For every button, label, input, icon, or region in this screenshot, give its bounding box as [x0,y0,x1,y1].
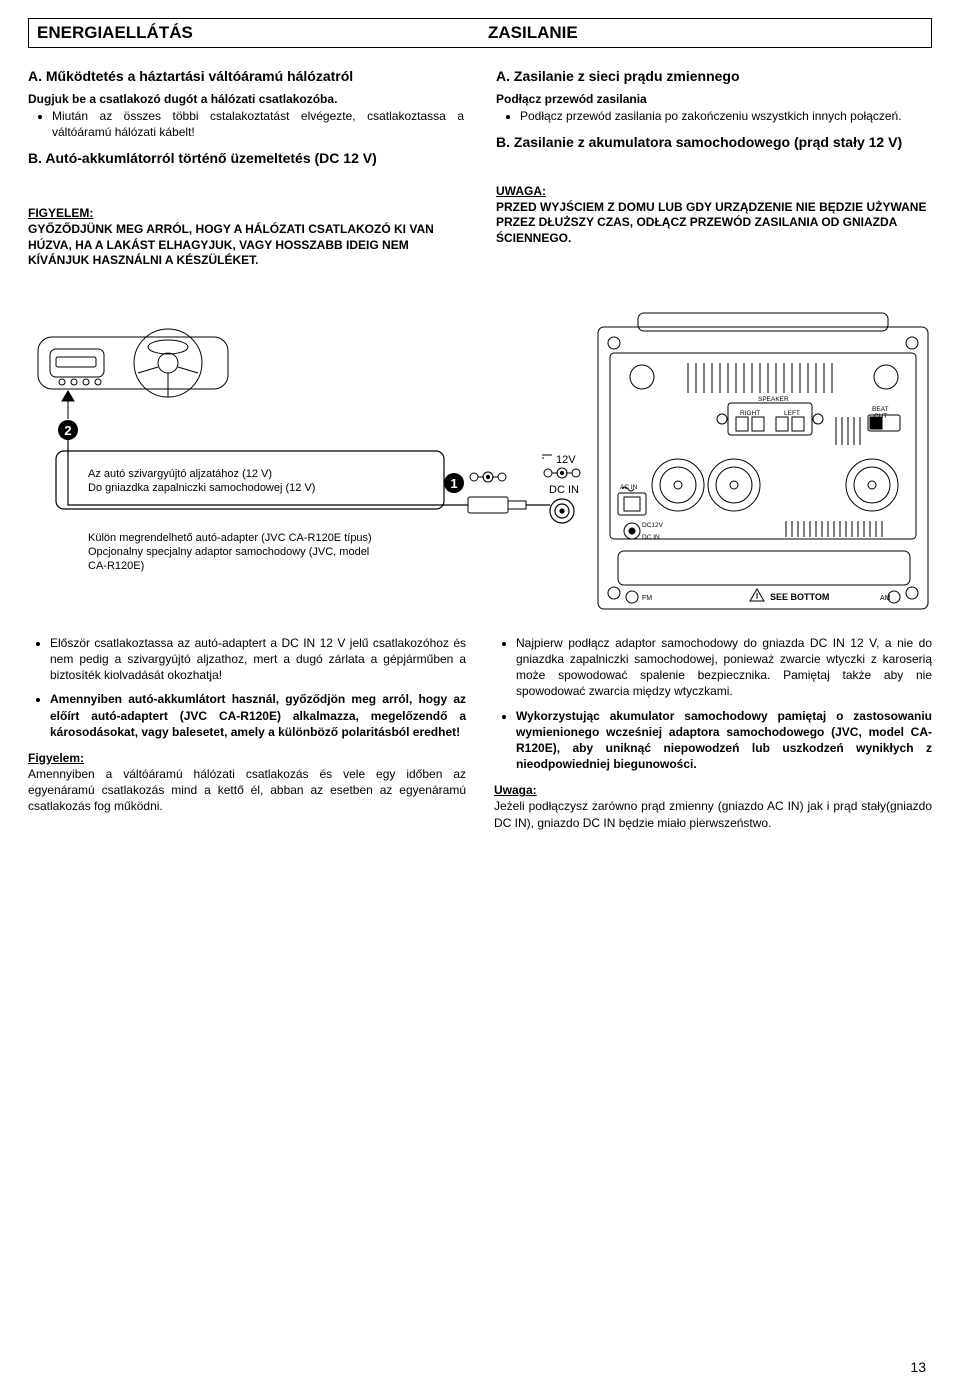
right-warn-title: UWAGA: [496,184,546,198]
left-warn-body: GYŐZŐDJÜNK MEG ARRÓL, HOGY A HÁLÓZATI CS… [28,222,434,267]
notes-left-b1: Először csatlakoztassa az autó-adaptert … [50,635,466,684]
dc12v-label: DC12V [642,522,664,529]
adapter-line1: Külön megrendelhető autó-adapter (JVC CA… [88,532,372,544]
notes-right: Najpierw podłącz adaptor samochodowy do … [494,635,932,831]
header-right: ZASILANIE [480,19,931,47]
notes-right-b1: Najpierw podłącz adaptor samochodowy do … [516,635,932,700]
spk-left: LEFT [784,410,800,417]
left-column: A. Működtetés a háztartási váltóáramú há… [28,62,464,273]
left-b-title: B. Autó-akkumlátorról történő üzemelteté… [28,150,464,166]
header-row: ENERGIAELLÁTÁS ZASILANIE [28,18,932,48]
marker-1-label: 1 [450,476,457,491]
wiring-diagram: 2 Az autó szivargyújtó aljzatához (12 V)… [28,297,932,617]
see-bottom-label: SEE BOTTOM [770,592,829,602]
notes-right-b2: Wykorzystując akumulator samochodowy pam… [516,708,932,773]
right-a-bullet: Podłącz przewód zasilania po zakończeniu… [520,108,932,124]
svg-text:AM: AM [880,595,891,602]
right-a-title: A. Zasilanie z sieci prądu zmiennego [496,68,932,84]
left-a-title: A. Működtetés a háztartási váltóáramú há… [28,68,464,84]
right-column: A. Zasilanie z sieci prądu zmiennego Pod… [496,62,932,273]
v12-label: 12V [556,454,576,466]
header-left: ENERGIAELLÁTÁS [29,19,480,47]
left-warn-title: FIGYELEM: [28,206,93,220]
notes-left-title: Figyelem: [28,751,84,765]
speaker-label: SPEAKER [758,396,789,403]
marker-2-label: 2 [64,423,71,438]
adapter-line3: CA-R120E) [88,560,144,572]
notes-right-title: Uwaga: [494,783,537,797]
notes-right-body: Jeżeli podłączysz zarówno prąd zmienny (… [494,798,932,830]
left-a-sub: Dugjuk be a csatlakozó dugót a hálózati … [28,92,464,106]
dcin-small-label: DC IN [642,534,660,541]
notes-left: Először csatlakoztassa az autó-adaptert … [28,635,466,831]
lighter-line1: Az autó szivargyújtó aljzatához (12 V) [88,468,272,480]
right-b-title: B. Zasilanie z akumulatora samochodowego… [496,134,932,150]
dcin-label: DC IN [549,484,579,496]
notes-left-body: Amennyiben a váltóáramú hálózati csatlak… [28,766,466,815]
acin-label: AC IN [620,484,638,491]
lighter-line2: Do gniazdka zapalniczki samochodowej (12… [88,482,315,494]
diagram-svg: 2 Az autó szivargyújtó aljzatához (12 V)… [28,297,932,617]
spk-right: RIGHT [740,410,760,417]
beat-label: BEAT [872,406,889,413]
beat-label2: CUT [874,413,887,420]
svg-text:FM: FM [642,595,652,602]
left-a-bullet: Miután az összes többi cstalakoztatást e… [52,108,464,140]
adapter-line2: Opcjonalny specjalny adaptor samochodowy… [88,546,369,558]
notes-left-b2: Amennyiben autó-akkumlátort használ, győ… [50,691,466,740]
right-a-sub: Podłącz przewód zasilania [496,92,932,106]
right-warn-body: PRZED WYJŚCIEM Z DOMU LUB GDY URZĄDZENIE… [496,200,926,245]
page-number: 13 [28,1351,932,1375]
